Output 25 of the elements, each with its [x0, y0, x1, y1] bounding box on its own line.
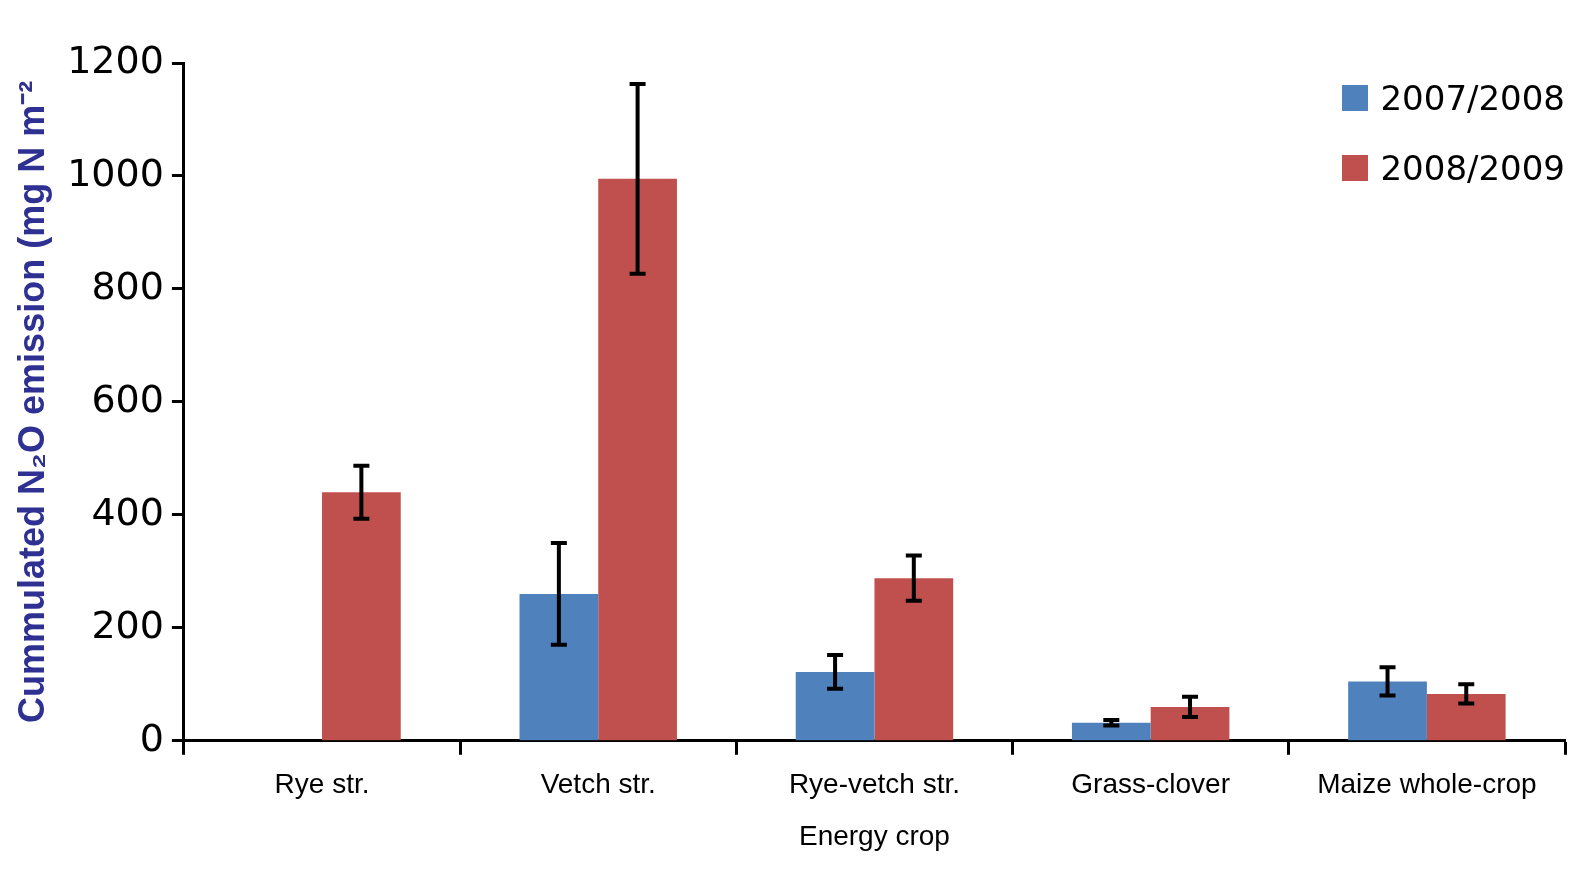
bar	[1150, 706, 1230, 741]
y-tick-label: 1000	[67, 150, 164, 195]
legend-label: 2007/2008	[1380, 78, 1565, 118]
bar	[598, 178, 677, 741]
x-tick-label: Grass-clover	[1071, 768, 1231, 800]
x-axis-title: Energy crop	[798, 819, 950, 851]
y-tick-label: 200	[91, 602, 164, 647]
y-tick-label: 0	[139, 715, 164, 760]
x-tick-label: Maize whole-crop	[1317, 768, 1537, 800]
bar	[874, 578, 954, 741]
y-tick-label: 1200	[67, 37, 164, 82]
x-tick-label: Rye-vetch str.	[788, 768, 961, 800]
bar	[1348, 681, 1427, 741]
x-tick-label: Vetch str.	[540, 768, 656, 800]
bar	[322, 492, 401, 741]
bar	[519, 593, 599, 741]
bar	[1071, 722, 1151, 741]
bar	[1426, 693, 1506, 741]
legend-label: 2008/2009	[1380, 148, 1565, 188]
y-tick-label: 400	[91, 489, 164, 534]
y-tick-label: 600	[91, 376, 164, 421]
bar	[795, 671, 875, 741]
y-axis-title: Cummulated N₂O emission (mg N m⁻²	[10, 80, 52, 723]
x-tick-label: Rye str.	[274, 768, 370, 800]
y-tick-label: 800	[91, 263, 164, 308]
